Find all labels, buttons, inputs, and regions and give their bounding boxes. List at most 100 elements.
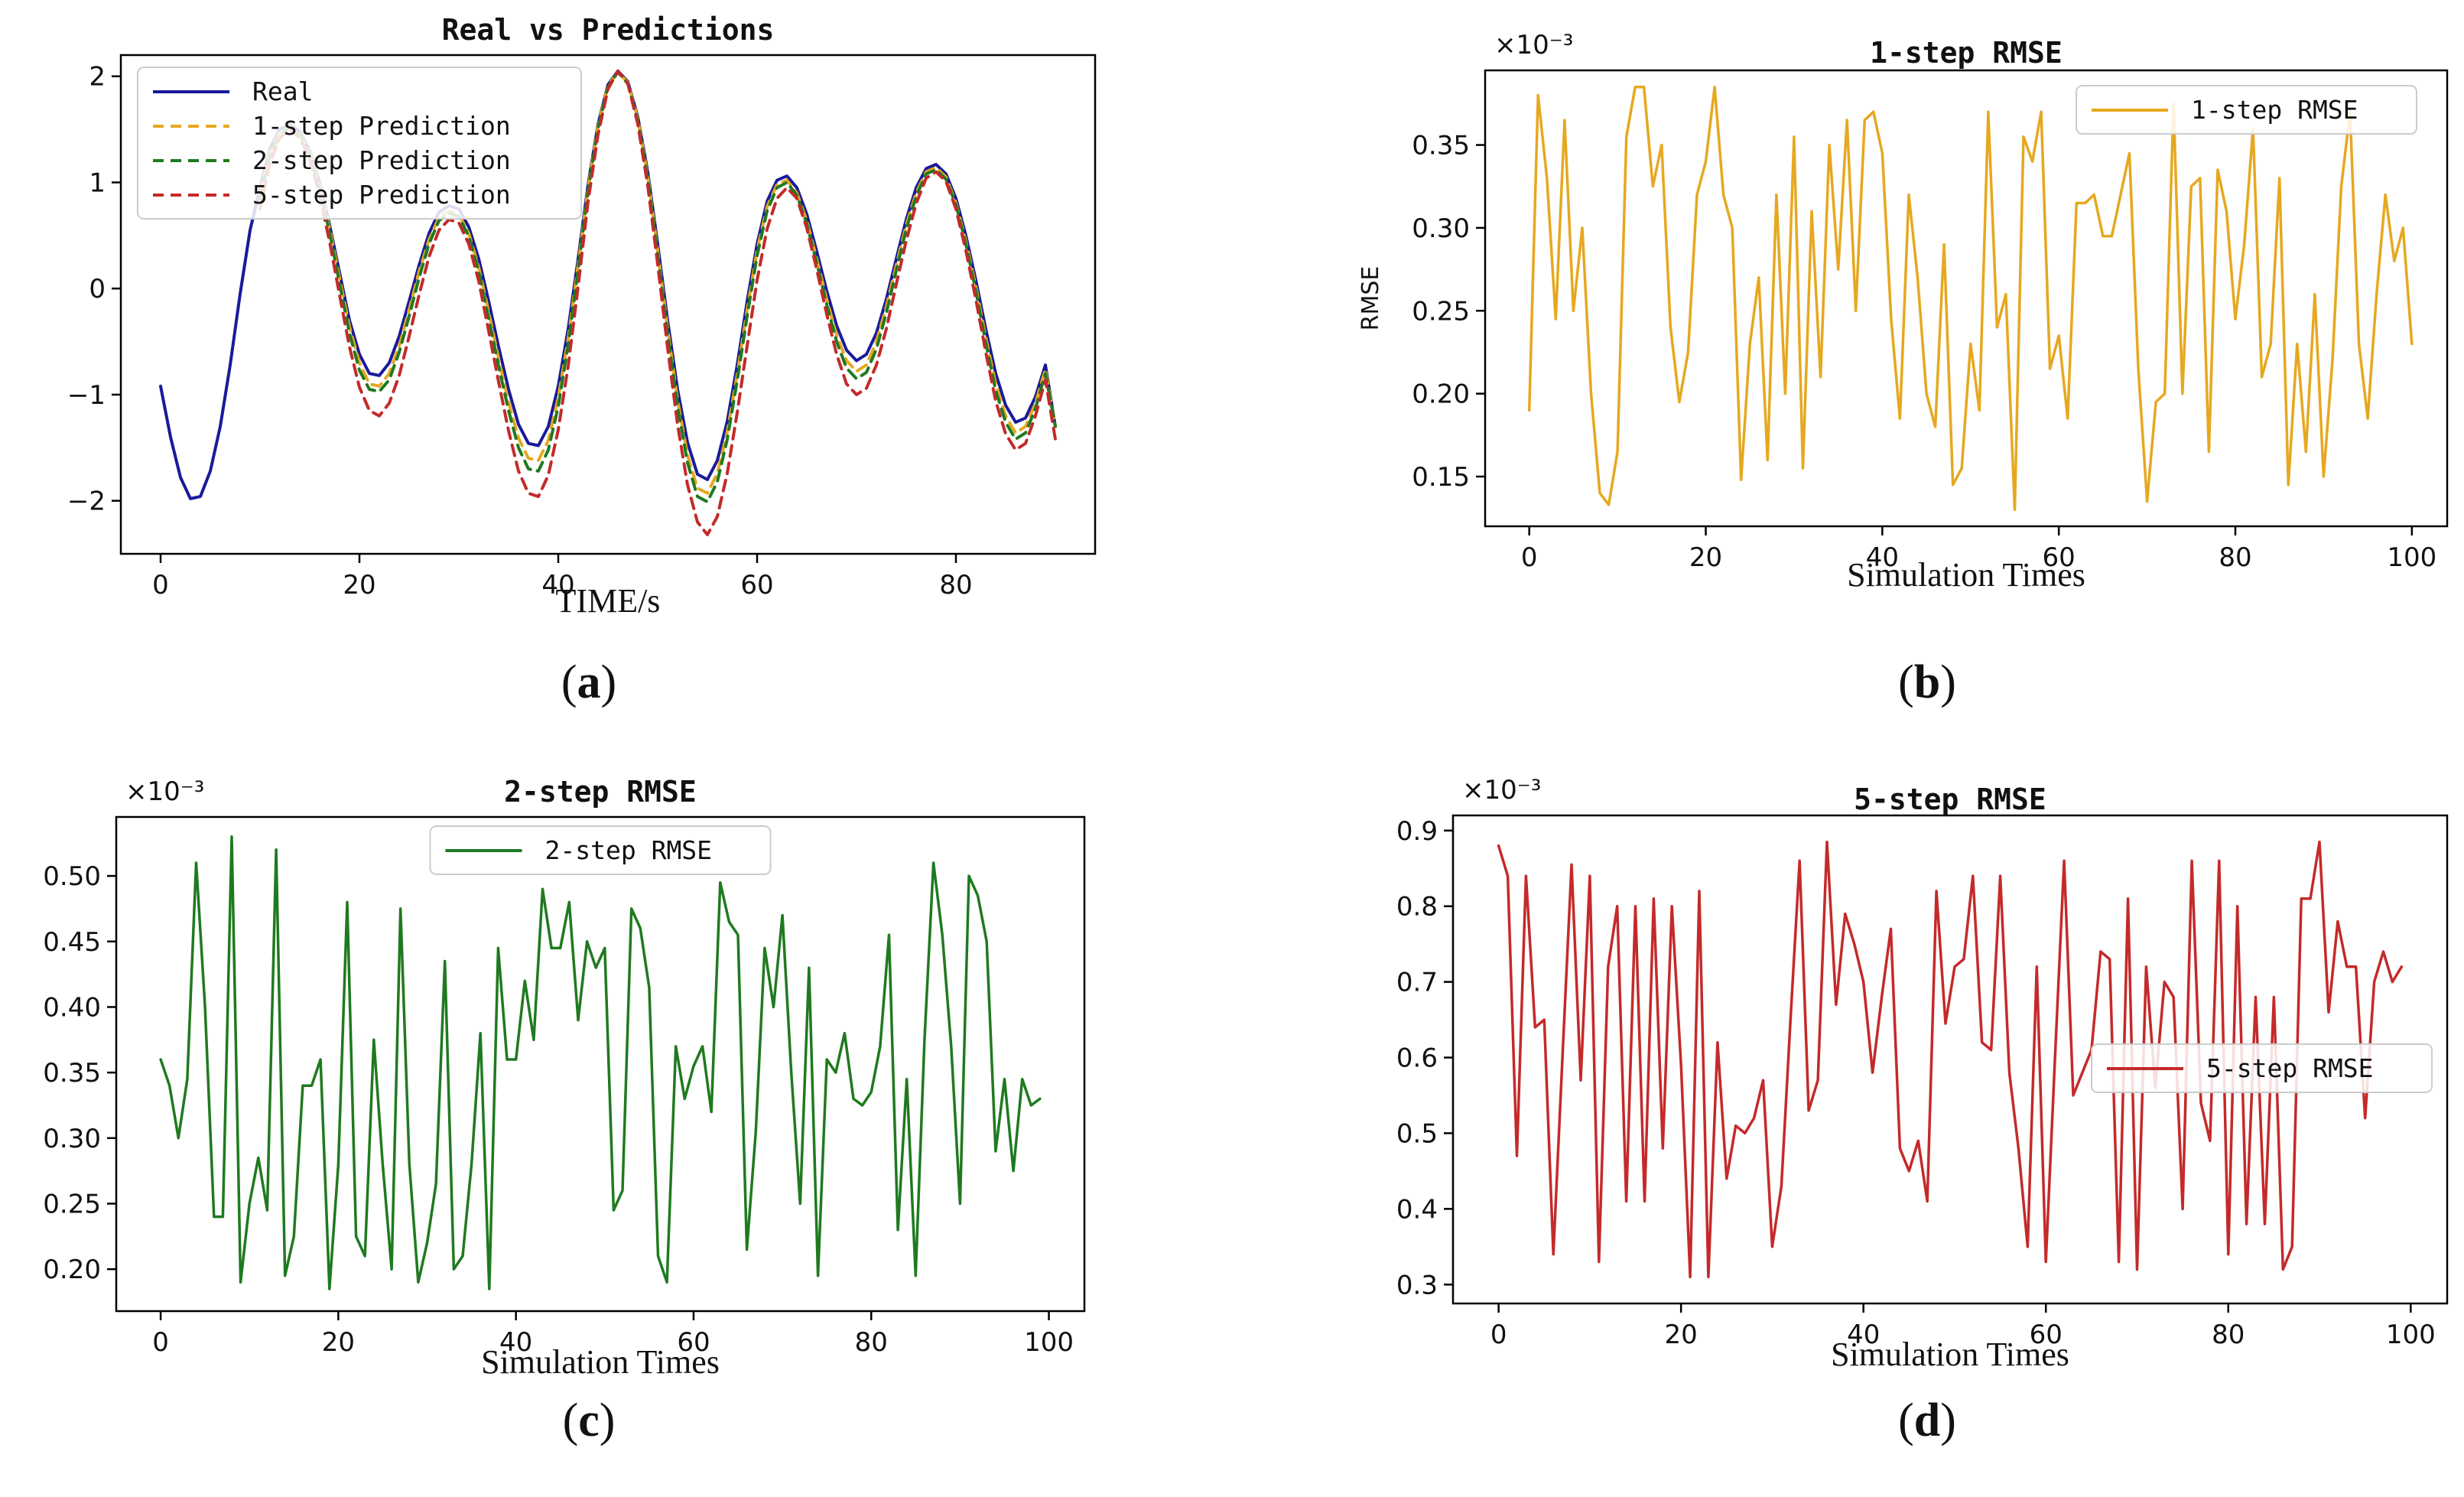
caption-part: a [577,656,601,708]
caption-part: ( [1898,1394,1914,1447]
series-line-1-step-prediction [258,70,1057,495]
y-tick-label: 0.4 [1396,1194,1438,1225]
x-tick-label: 100 [1024,1327,1074,1358]
y-tick-label: 0.9 [1396,816,1438,847]
x-tick-label: 40 [499,1327,532,1358]
caption-part: ( [1898,656,1914,708]
legend-label: Real [252,76,313,106]
x-axis-label: Simulation Times [1831,1336,2069,1373]
x-tick-label: 80 [2212,1320,2245,1350]
x-tick-label: 80 [2219,542,2251,573]
legend: 1-step RMSE [2076,85,2417,135]
y-tick-label: 0.6 [1396,1043,1438,1074]
legend: 5-step RMSE [2091,1043,2433,1093]
x-tick-label: 100 [2386,1320,2436,1350]
chart-panel-a: Real vs Predictions 0 20 40 60 80 −2 −1 0 1 2 TIME/… [67,13,1097,708]
x-tick-label: 40 [1866,542,1899,573]
series-line-2-step-rmse [159,835,1042,1290]
y-tick-label: 0.40 [43,992,101,1023]
x-tick-label: 20 [1689,542,1722,573]
x-tick-label: 0 [152,570,169,600]
legend-box [2076,85,2417,135]
chart-panel-c: 2-step RMSE 0 20 40 60 80 100 0.20 0.25 0.30 0.35 0… [43,775,1086,1447]
y-tick-label: −1 [67,380,106,411]
y-tick-label: 0.35 [43,1058,101,1089]
y-axis-label: RMSE [1357,266,1384,331]
plot-frame [1484,69,2449,528]
y-tick-label: 0.5 [1396,1118,1438,1149]
legend-label: 1-step RMSE [2191,95,2358,125]
legend-label: 1-step Prediction [252,111,511,141]
y-tick-label: 0.20 [1412,379,1470,410]
x-tick-label: 100 [2387,542,2436,573]
x-tick-label: 40 [541,570,574,600]
caption-part: ) [1940,1394,1956,1447]
panel-caption: (d) [1898,1394,1956,1447]
axis-offset-text: ×10⁻³ [1494,30,1573,60]
legend-label: 2-step Prediction [252,145,511,175]
x-tick-label: 60 [2043,542,2076,573]
caption-part: ) [601,656,617,708]
x-tick-label: 20 [322,1327,355,1358]
chart-title: Real vs Predictions [442,13,775,47]
chart-panel-d: 5-step RMSE 0 20 40 60 80 100 0.3 0.4 0.5 0.6 0.7 0.… [1396,775,2449,1447]
legend-label: 2-step RMSE [545,835,713,865]
x-tick-label: 60 [677,1327,710,1358]
y-tick-label: 2 [89,62,106,93]
y-tick-label: 0 [89,274,106,304]
legend-label: 5-step Prediction [252,180,511,210]
chart-title: 5-step RMSE [1854,783,2046,816]
panel-caption: (a) [561,656,616,708]
x-tick-label: 80 [939,570,972,600]
chart-title: 1-step RMSE [1870,36,2063,70]
chart-panel-b: 1-step RMSE 0 20 40 60 80 100 0.15 0.20 0.25 0.30 0… [1357,30,2449,708]
series-line-5-step-rmse [1497,840,2404,1279]
x-tick-label: 0 [152,1327,169,1358]
y-tick-label: 0.25 [43,1189,101,1219]
x-tick-label: 0 [1521,542,1538,573]
caption-part: ( [561,656,577,708]
y-tick-label: 0.30 [43,1124,101,1154]
x-tick-label: 60 [2030,1320,2063,1350]
x-tick-label: 60 [740,570,773,600]
series-line-5-step-prediction [258,69,1057,536]
x-tick-label: 20 [1665,1320,1698,1350]
axis-offset-text: ×10⁻³ [1462,775,1541,805]
chart-title: 2-step RMSE [504,775,697,809]
x-tick-label: 40 [1847,1320,1880,1350]
x-axis-label: Simulation Times [481,1343,720,1381]
x-axis-label: Simulation Times [1847,556,2085,594]
panel-caption: (b) [1898,656,1956,708]
series-line-1-step-rmse [1527,85,2414,512]
y-tick-label: 0.8 [1396,892,1438,923]
y-tick-label: 0.50 [43,861,101,892]
y-tick-label: −2 [67,487,106,517]
caption-part: c [578,1394,600,1447]
y-tick-label: 1 [89,168,106,198]
y-tick-label: 0.20 [43,1255,101,1285]
plot-frame [119,54,1097,555]
plot-frame [115,815,1086,1313]
y-tick-label: 0.45 [43,927,101,958]
caption-part: d [1914,1394,1940,1447]
y-tick-label: 0.30 [1412,213,1470,244]
x-tick-label: 80 [855,1327,888,1358]
axis-offset-text: ×10⁻³ [125,776,204,807]
caption-part: b [1914,656,1940,708]
legend-box [429,825,772,875]
y-tick-label: 0.15 [1412,462,1470,493]
caption-part: ) [600,1394,616,1447]
x-tick-label: 20 [343,570,375,600]
y-tick-label: 0.35 [1412,131,1470,161]
panel-caption: (c) [563,1394,616,1447]
legend-label: 5-step RMSE [2206,1053,2374,1083]
legend-box [2091,1043,2433,1093]
y-tick-label: 0.7 [1396,968,1438,998]
plot-frame [1451,814,2449,1305]
legend: Real 1-step Prediction 2-step Prediction 5-… [137,67,582,220]
x-tick-label: 0 [1490,1320,1507,1350]
y-tick-label: 0.25 [1412,296,1470,327]
legend-box [137,67,582,220]
caption-part: ( [563,1394,579,1447]
